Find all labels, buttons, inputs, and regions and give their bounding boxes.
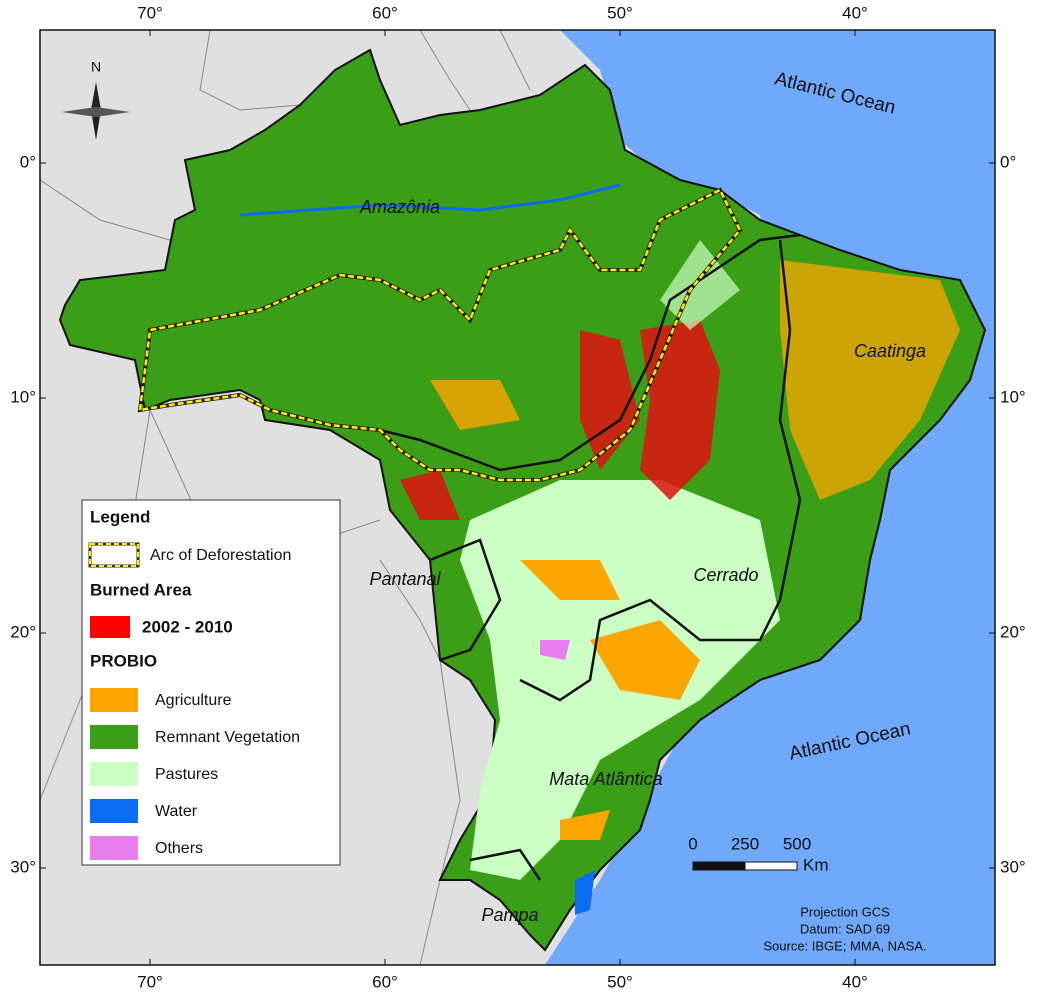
scale-unit: Km <box>803 855 829 874</box>
lat-label: 20° <box>1000 622 1026 641</box>
pastures-area <box>660 240 740 330</box>
lat-label: 20° <box>10 622 36 641</box>
lon-label: 40° <box>842 3 868 22</box>
scale-tick-label: 500 <box>783 834 811 853</box>
agriculture-area <box>520 560 620 600</box>
credits: Projection GCS Datum: SAD 69 Source: IBGE;… <box>763 904 926 953</box>
north-label: N <box>91 59 101 75</box>
scale-tick-label: 250 <box>731 834 759 853</box>
biome-borders <box>379 233 802 881</box>
land-cover <box>239 183 960 915</box>
lon-label: 50° <box>607 3 633 22</box>
region-label: Caatinga <box>854 341 926 361</box>
agriculture-area <box>560 810 610 840</box>
legend-title: Legend <box>90 507 150 526</box>
others-area <box>540 640 570 660</box>
lat-label: 10° <box>1000 387 1026 406</box>
legend-label: Pastures <box>155 766 218 783</box>
legend-label: Arc of Deforestation <box>150 547 291 564</box>
water-area <box>575 870 595 915</box>
arc-of-deforestation <box>138 188 742 482</box>
legend-label: 2002 - 2010 <box>142 617 233 636</box>
map-frame <box>39 29 996 966</box>
legend-heading: Burned Area <box>90 580 192 599</box>
scale-segment <box>744 861 798 871</box>
region-label: Mata Atlântica <box>549 769 662 789</box>
legend-heading: PROBIO <box>90 651 157 670</box>
legend-label: Water <box>155 803 198 820</box>
lat-label: 0° <box>20 152 36 171</box>
amazon-river <box>239 183 621 217</box>
compass-ew <box>62 107 130 117</box>
agriculture-area <box>590 620 700 700</box>
legend-label: Others <box>155 840 203 857</box>
lon-label: 50° <box>607 972 633 991</box>
lat-label: 0° <box>1000 152 1016 171</box>
region-label: Pantanal <box>369 569 441 589</box>
legend-swatch <box>90 836 138 860</box>
credit-line: Projection GCS <box>800 904 890 919</box>
credit-line: Source: IBGE; MMA, NASA. <box>763 938 926 953</box>
region-label: Pampa <box>481 905 538 925</box>
legend-swatch <box>90 762 138 786</box>
legend-swatch <box>90 616 130 638</box>
compass: N <box>62 59 130 140</box>
graticule-labels: 70° 70° 60° 60° 50° 50° 40° 40° 0° 0° 10° 10° 20° 20°… <box>10 3 1025 991</box>
legend-swatch <box>90 799 138 823</box>
agriculture-area <box>780 260 960 500</box>
lon-label: 60° <box>372 3 398 22</box>
credit-line: Datum: SAD 69 <box>800 921 890 936</box>
lat-label: 10° <box>10 387 36 406</box>
region-label: Cerrado <box>693 565 758 585</box>
legend-label: Agriculture <box>155 692 232 709</box>
lat-label: 30° <box>1000 857 1026 876</box>
arc-swatch <box>88 542 140 568</box>
legend-swatch <box>90 688 138 712</box>
lon-label: 40° <box>842 972 868 991</box>
arc-swatch-dash <box>89 543 139 567</box>
legend-items: 2002 - 2010 Agriculture Remnant Vegetation… <box>90 616 300 860</box>
legend-swatch <box>90 725 138 749</box>
scale-bar: 0 250 500 Km <box>688 834 828 874</box>
scale-ticks: 0 250 500 <box>688 834 811 853</box>
region-label: Amazônia <box>359 197 440 217</box>
lon-label: 60° <box>372 972 398 991</box>
lon-label: 70° <box>137 972 163 991</box>
burned-area <box>400 470 460 520</box>
lat-label: 30° <box>10 857 36 876</box>
agriculture-area <box>430 380 520 430</box>
lon-label: 70° <box>137 3 163 22</box>
legend: Legend Arc of Deforestation Burned Area … <box>81 499 341 866</box>
scale-tick-label: 0 <box>688 834 697 853</box>
scale-segment <box>692 861 746 871</box>
legend-label: Remnant Vegetation <box>155 729 300 746</box>
